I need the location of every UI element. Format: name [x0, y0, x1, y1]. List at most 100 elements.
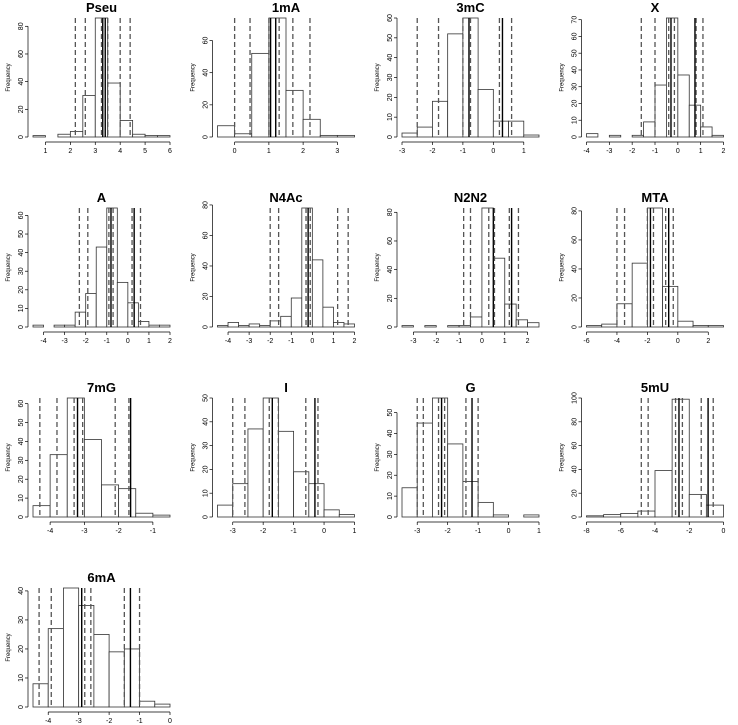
y-tick-label: 0: [572, 515, 579, 519]
y-tick-label: 40: [387, 54, 394, 62]
y-tick-label: 80: [387, 208, 394, 216]
histogram-bar: [137, 321, 150, 328]
histogram-bar: [106, 207, 118, 328]
histogram-bar: [101, 484, 120, 518]
x-tick-label: -6: [583, 338, 589, 345]
y-tick-label: 20: [387, 471, 394, 479]
histogram-bar: [53, 324, 66, 328]
histogram-bar: [268, 17, 287, 138]
histogram-bar: [238, 325, 250, 328]
histogram-bar: [144, 135, 158, 138]
x-tick-label: -2: [106, 718, 112, 725]
histogram-bar: [319, 134, 338, 138]
histogram-bar: [32, 135, 46, 138]
y-tick-label: 40: [572, 265, 579, 273]
y-tick-label: 40: [18, 437, 25, 445]
x-tick-label: 4: [118, 148, 122, 155]
y-axis-label: Frequency: [375, 443, 381, 471]
x-tick-label: 3: [335, 148, 339, 155]
x-tick-label: -2: [260, 528, 266, 535]
y-tick-label: 20: [203, 292, 210, 300]
histogram-bar: [63, 587, 80, 708]
histogram-bar: [677, 74, 690, 138]
histogram-bar: [700, 126, 713, 138]
y-tick-label: 0: [572, 135, 579, 139]
x-tick-label: 1: [147, 338, 151, 345]
y-tick-label: 0: [18, 705, 25, 709]
x-tick-label: -3: [61, 338, 67, 345]
histogram-bar: [293, 471, 310, 518]
y-tick-label: 10: [572, 116, 579, 124]
x-tick-label: 1: [44, 148, 48, 155]
y-axis-label: Frequency: [6, 63, 12, 91]
y-axis-label: Frequency: [560, 63, 566, 91]
y-axis-label: Frequency: [560, 253, 566, 281]
y-tick-label: 0: [203, 325, 210, 329]
histogram-bar: [74, 311, 87, 328]
histogram-bar: [458, 325, 471, 328]
panel-title: 7mG: [87, 380, 116, 395]
x-tick-label: 2: [526, 338, 530, 345]
histogram-bar: [637, 510, 656, 518]
y-tick-label: 10: [18, 304, 25, 312]
histogram-bar: [401, 487, 418, 518]
histogram-bar: [336, 134, 355, 138]
histogram-bar: [57, 133, 71, 138]
panel-title: X: [651, 0, 660, 15]
x-tick-label: -3: [246, 338, 252, 345]
histogram-bar: [83, 439, 102, 518]
y-tick-label: 0: [387, 325, 394, 329]
histogram-bar: [259, 325, 271, 328]
histogram-bar: [132, 133, 146, 138]
histogram-bar: [447, 33, 464, 138]
y-axis-label: Frequency: [191, 63, 197, 91]
histogram-bar: [401, 132, 418, 138]
histogram-bar: [504, 303, 517, 328]
y-tick-label: 10: [387, 113, 394, 121]
histogram-bar: [93, 634, 110, 708]
y-tick-label: 40: [18, 587, 25, 595]
x-tick-label: -1: [150, 528, 156, 535]
x-tick-label: 2: [706, 338, 710, 345]
y-tick-label: 20: [18, 475, 25, 483]
panel-title: 6mA: [87, 570, 116, 585]
y-tick-label: 20: [572, 294, 579, 302]
histogram-bar: [251, 52, 270, 138]
x-tick-label: -2: [116, 528, 122, 535]
histogram-bar: [135, 512, 154, 518]
y-tick-label: 100: [572, 392, 579, 404]
histogram-bar: [608, 134, 622, 138]
histogram-bar: [323, 509, 340, 518]
panel-title: MTA: [641, 190, 669, 205]
y-tick-label: 40: [18, 249, 25, 257]
y-axis-label: Frequency: [6, 633, 12, 661]
histogram-bar: [620, 513, 639, 518]
x-tick-label: -1: [288, 338, 294, 345]
x-tick-label: -3: [410, 338, 416, 345]
y-tick-label: 60: [18, 400, 25, 408]
x-tick-label: -3: [399, 148, 405, 155]
x-tick-label: 0: [491, 148, 495, 155]
y-tick-label: 60: [18, 211, 25, 219]
x-tick-label: 0: [722, 528, 726, 535]
y-tick-label: 80: [572, 207, 579, 215]
y-tick-label: 50: [18, 419, 25, 427]
y-axis-label: Frequency: [560, 443, 566, 471]
histogram-bar: [234, 133, 253, 138]
histogram-bar: [523, 134, 540, 138]
y-tick-label: 60: [203, 37, 210, 45]
x-tick-label: -2: [644, 338, 650, 345]
histogram-bar: [32, 324, 44, 328]
x-tick-label: -4: [40, 338, 46, 345]
histogram-bar: [671, 398, 690, 518]
y-tick-label: 20: [572, 99, 579, 107]
histogram-bar: [705, 504, 724, 518]
y-tick-label: 20: [18, 286, 25, 294]
histogram-bar: [157, 135, 171, 138]
y-tick-label: 20: [18, 645, 25, 653]
